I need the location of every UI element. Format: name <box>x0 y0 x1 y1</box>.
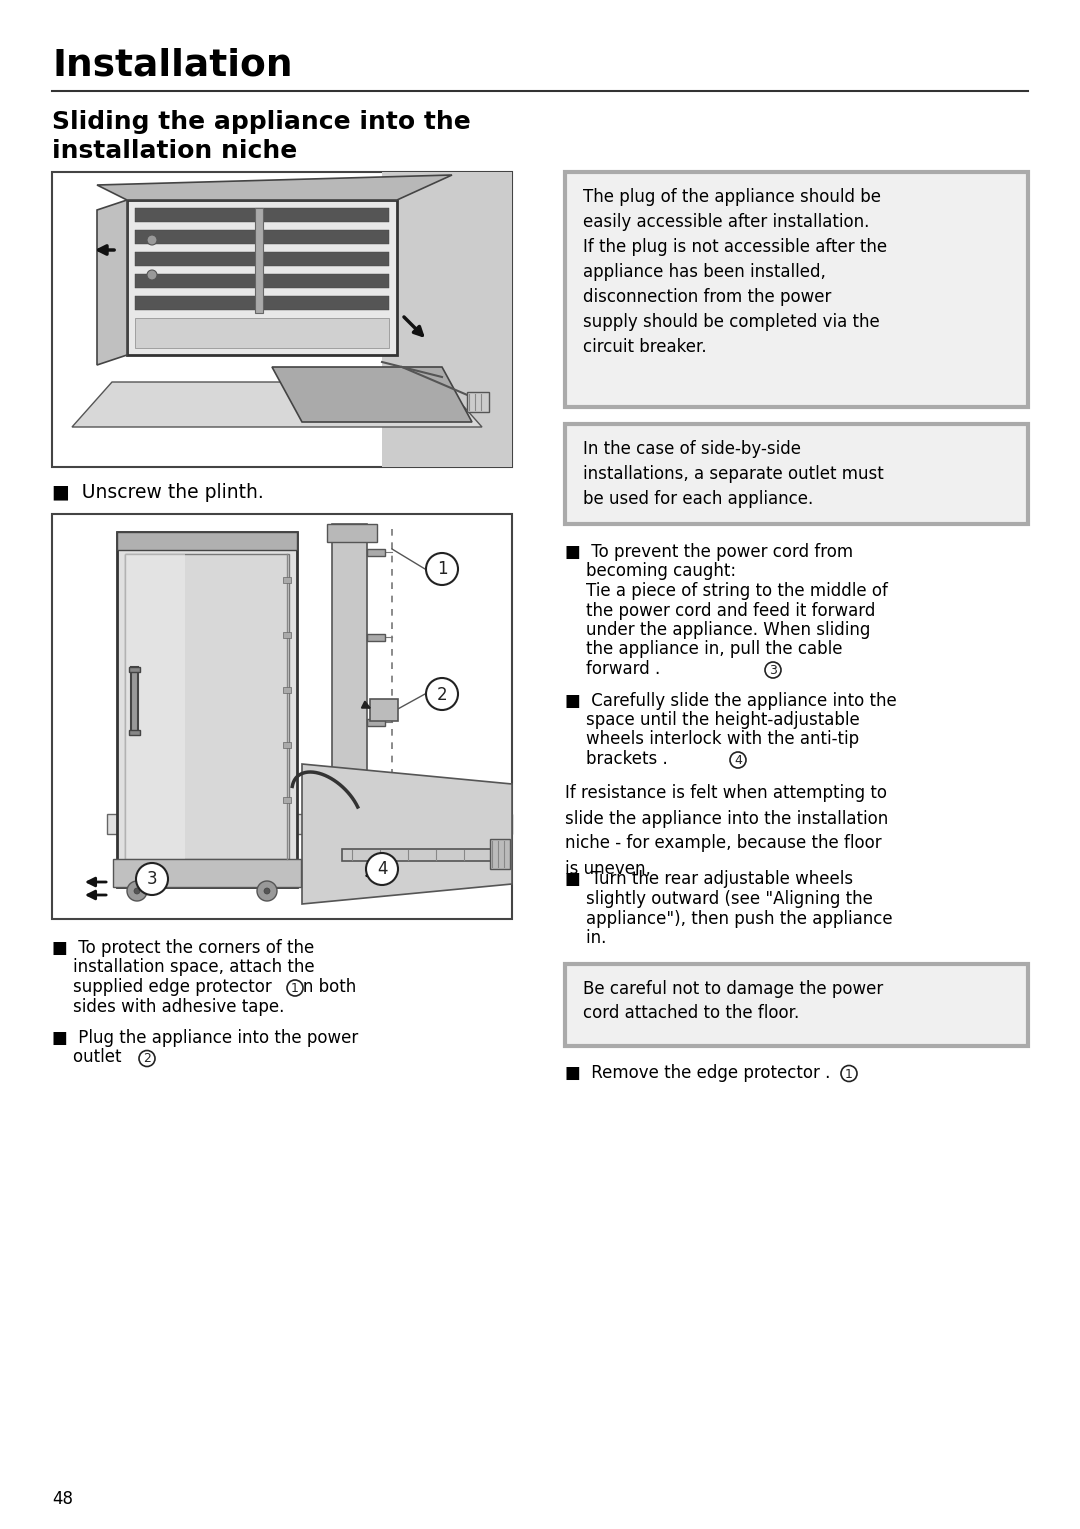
Polygon shape <box>302 764 512 904</box>
Text: 1: 1 <box>436 561 447 578</box>
Polygon shape <box>107 813 512 833</box>
Bar <box>283 576 291 583</box>
Bar <box>125 553 289 859</box>
Text: 3: 3 <box>769 664 777 677</box>
Bar <box>135 252 389 266</box>
Circle shape <box>136 862 168 894</box>
Text: Sliding the appliance into the
installation niche: Sliding the appliance into the installat… <box>52 110 471 162</box>
Text: ■  Remove the edge protector .: ■ Remove the edge protector . <box>565 1064 831 1081</box>
Bar <box>283 631 291 638</box>
Text: wheels interlock with the anti-tip: wheels interlock with the anti-tip <box>565 731 859 749</box>
Bar <box>129 729 140 735</box>
Bar <box>327 524 377 541</box>
Bar <box>565 171 1028 407</box>
Text: becoming caught:: becoming caught: <box>565 563 737 581</box>
Circle shape <box>426 677 458 709</box>
Text: outlet    .: outlet . <box>52 1049 148 1067</box>
Text: the appliance in, pull the cable: the appliance in, pull the cable <box>565 641 842 659</box>
Text: 1: 1 <box>292 982 299 995</box>
Circle shape <box>730 752 746 768</box>
Text: 4: 4 <box>734 754 742 768</box>
Text: the power cord and feed it forward: the power cord and feed it forward <box>565 601 876 619</box>
Text: slightly outward (see "Aligning the: slightly outward (see "Aligning the <box>565 890 873 908</box>
Bar <box>283 742 291 748</box>
Text: supplied edge protector    on both: supplied edge protector on both <box>52 979 356 995</box>
Text: The plug of the appliance should be
easily accessible after installation.
If the: The plug of the appliance should be easi… <box>583 188 887 356</box>
Bar <box>283 687 291 693</box>
Bar <box>135 318 389 349</box>
Circle shape <box>841 1066 858 1081</box>
Text: 3: 3 <box>147 870 158 888</box>
Text: Be careful not to damage the power
cord attached to the floor.: Be careful not to damage the power cord … <box>583 980 883 1023</box>
Circle shape <box>134 888 140 894</box>
Bar <box>117 532 297 887</box>
Bar <box>283 797 291 803</box>
Circle shape <box>287 980 303 995</box>
Bar <box>135 229 389 245</box>
Text: In the case of side-by-side
installations, a separate outlet must
be used for ea: In the case of side-by-side installation… <box>583 440 883 508</box>
Bar <box>565 424 1028 524</box>
Bar <box>367 719 384 726</box>
Bar <box>565 963 1028 1046</box>
Circle shape <box>127 881 147 901</box>
Circle shape <box>147 271 157 280</box>
Text: If resistance is felt when attempting to
slide the appliance into the installati: If resistance is felt when attempting to… <box>565 784 888 878</box>
Bar <box>127 200 397 355</box>
Text: forward .: forward . <box>565 661 660 677</box>
Bar <box>332 524 367 804</box>
Text: brackets .: brackets . <box>565 751 667 768</box>
Text: appliance"), then push the appliance: appliance"), then push the appliance <box>565 910 893 928</box>
Text: Tie a piece of string to the middle of: Tie a piece of string to the middle of <box>565 583 888 599</box>
Bar <box>113 859 301 887</box>
Bar <box>467 391 489 411</box>
Bar <box>129 667 140 673</box>
Bar <box>135 297 389 310</box>
Text: ■  Unscrew the plinth.: ■ Unscrew the plinth. <box>52 483 264 502</box>
Polygon shape <box>272 367 472 422</box>
Polygon shape <box>72 382 482 427</box>
Bar <box>382 171 512 466</box>
Text: in.: in. <box>565 930 606 946</box>
Text: ■  To protect the corners of the: ■ To protect the corners of the <box>52 939 314 957</box>
Text: ■  Turn the rear adjustable wheels: ■ Turn the rear adjustable wheels <box>565 870 853 888</box>
Circle shape <box>257 881 276 901</box>
Circle shape <box>147 235 157 245</box>
Bar <box>135 208 389 222</box>
Bar <box>117 532 297 550</box>
Bar <box>370 699 399 722</box>
Bar <box>52 514 512 919</box>
Circle shape <box>264 888 270 894</box>
Text: under the appliance. When sliding: under the appliance. When sliding <box>565 621 870 639</box>
Circle shape <box>426 553 458 586</box>
Bar <box>131 667 138 732</box>
Bar <box>255 208 264 313</box>
Text: 48: 48 <box>52 1489 73 1508</box>
Bar <box>342 849 497 861</box>
Polygon shape <box>97 200 127 365</box>
Bar <box>52 171 512 466</box>
Text: space until the height-adjustable: space until the height-adjustable <box>565 711 860 729</box>
Polygon shape <box>97 174 453 200</box>
Bar <box>490 839 510 868</box>
Bar <box>125 553 185 859</box>
Bar <box>367 635 384 641</box>
Text: ■  Plug the appliance into the power: ■ Plug the appliance into the power <box>52 1029 359 1047</box>
Circle shape <box>366 853 399 885</box>
Text: ■  To prevent the power cord from: ■ To prevent the power cord from <box>565 543 853 561</box>
Text: sides with adhesive tape.: sides with adhesive tape. <box>52 997 284 1015</box>
Circle shape <box>139 1050 156 1067</box>
Text: 2: 2 <box>436 685 447 703</box>
Text: 4: 4 <box>377 861 388 879</box>
Text: ■  Carefully slide the appliance into the: ■ Carefully slide the appliance into the <box>565 691 896 709</box>
Bar <box>135 274 389 287</box>
Text: Installation: Installation <box>52 47 293 84</box>
Text: 2: 2 <box>143 1052 151 1066</box>
Text: installation space, attach the: installation space, attach the <box>52 959 314 977</box>
Circle shape <box>765 662 781 677</box>
Bar <box>367 549 384 557</box>
Text: 1: 1 <box>845 1067 853 1081</box>
